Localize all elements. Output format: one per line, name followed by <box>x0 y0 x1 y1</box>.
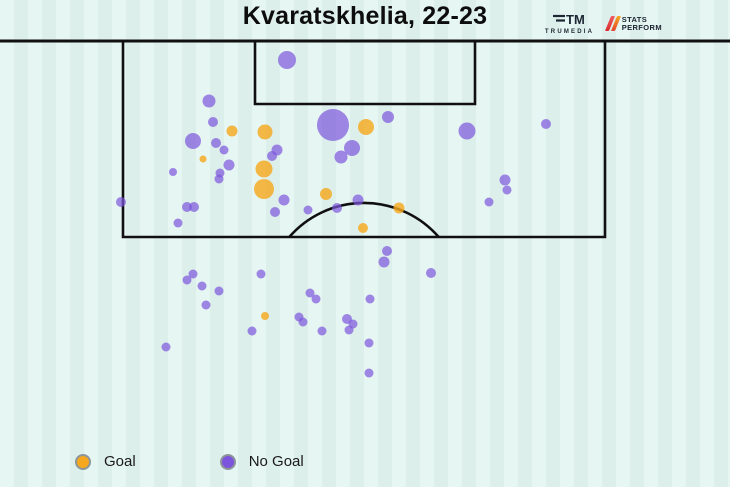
six-yard-box <box>253 41 477 106</box>
shot-dot-no-goal <box>502 185 512 195</box>
trumedia-logo: TM TRUMEDIA <box>545 12 594 35</box>
shot-dot-no-goal <box>182 275 192 285</box>
shot-dot-no-goal <box>169 168 177 176</box>
shot-dot-no-goal <box>305 288 315 298</box>
legend-item-goal[interactable]: Goal <box>75 453 136 470</box>
shot-dot-no-goal <box>202 94 216 108</box>
shot-dot-no-goal <box>303 205 313 215</box>
shot-dot-no-goal <box>278 51 296 69</box>
shot-dot-no-goal <box>116 197 126 207</box>
shot-dot-no-goal <box>352 194 364 206</box>
shot-dot-no-goal <box>382 111 394 123</box>
shot-dot-goal <box>199 155 207 163</box>
shot-dot-no-goal <box>185 133 201 149</box>
trumedia-label: TRUMEDIA <box>544 29 595 35</box>
no-goal-marker-icon <box>219 453 236 470</box>
no-goal-legend-label: No Goal <box>248 453 304 470</box>
shot-dot-no-goal <box>208 117 218 127</box>
shot-dot-no-goal <box>197 281 207 291</box>
shot-dot-no-goal <box>270 207 280 217</box>
branding: TM TRUMEDIA STATS PERFORM <box>545 12 662 35</box>
shot-dot-no-goal <box>267 151 277 161</box>
stats-perform-wordmark: STATS PERFORM <box>622 16 662 31</box>
shot-dot-goal <box>358 223 368 233</box>
shot-dot-no-goal <box>334 150 348 164</box>
page-title: Kvaratskhelia, 22-23 <box>242 2 488 30</box>
stats-perform-line1: STATS <box>621 15 648 24</box>
trumedia-mark-icon: TM <box>552 12 585 27</box>
shot-dot-goal <box>226 125 238 137</box>
stats-perform-logo: STATS PERFORM <box>605 16 662 31</box>
shot-dot-no-goal <box>364 368 374 378</box>
shot-dot-no-goal <box>161 342 171 352</box>
shot-dot-no-goal <box>499 174 511 186</box>
shot-dot-no-goal <box>247 326 257 336</box>
shot-dot-no-goal <box>278 194 290 206</box>
shot-dot-no-goal <box>317 109 349 141</box>
shot-dot-no-goal <box>182 202 192 212</box>
shot-dot-no-goal <box>541 119 551 129</box>
shot-dot-no-goal <box>426 268 436 278</box>
shot-dot-no-goal <box>344 140 360 156</box>
shot-dot-no-goal <box>344 325 354 335</box>
shot-dot-goal <box>255 160 273 178</box>
shot-dot-no-goal <box>332 203 342 213</box>
shot-dot-goal <box>320 188 332 200</box>
shot-dot-no-goal <box>188 269 198 279</box>
shot-dot-no-goal <box>189 202 199 212</box>
shot-dot-goal <box>257 124 273 140</box>
shot-dot-no-goal <box>201 300 211 310</box>
stats-perform-line2: PERFORM <box>621 22 662 32</box>
shot-dot-goal <box>358 119 374 135</box>
goal-marker-icon <box>75 453 91 470</box>
shot-dot-no-goal <box>219 145 229 155</box>
shot-dot-no-goal <box>378 256 390 268</box>
shot-dot-no-goal <box>223 159 235 171</box>
shot-dot-goal <box>261 312 269 320</box>
legend: Goal No Goal <box>75 453 304 470</box>
legend-item-no-goal[interactable]: No Goal <box>219 453 304 470</box>
shot-dot-no-goal <box>365 294 375 304</box>
penalty-box <box>121 41 607 239</box>
shot-dot-no-goal <box>484 197 494 207</box>
goal-legend-label: Goal <box>104 453 136 470</box>
shot-dot-no-goal <box>173 218 183 228</box>
shot-dot-no-goal <box>317 326 327 336</box>
penalty-arc <box>288 201 440 238</box>
shot-dot-no-goal <box>211 138 221 148</box>
shot-dot-no-goal <box>256 269 266 279</box>
shot-dot-no-goal <box>214 286 224 296</box>
shot-dot-goal <box>254 179 274 199</box>
shot-dot-no-goal <box>298 317 308 327</box>
shot-dot-no-goal <box>382 246 392 256</box>
shot-dot-goal <box>393 202 405 214</box>
shot-dot-no-goal <box>311 294 321 304</box>
svg-text:TM: TM <box>566 12 585 27</box>
shot-dot-no-goal <box>214 174 224 184</box>
shot-dot-no-goal <box>458 122 476 140</box>
shot-dot-no-goal <box>364 338 374 348</box>
